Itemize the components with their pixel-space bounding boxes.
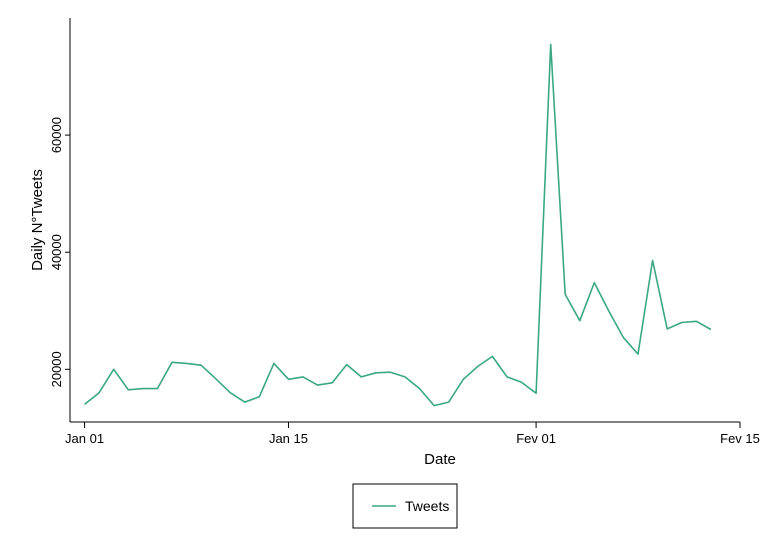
x-tick-label: Fev 01 <box>516 431 556 446</box>
x-tick-label: Fev 15 <box>720 431 760 446</box>
legend: Tweets <box>352 483 458 529</box>
x-tick-label: Jan 15 <box>269 431 308 446</box>
series-line <box>84 43 712 407</box>
legend-box <box>352 483 458 529</box>
y-axis-title: Daily N°Tweets <box>29 169 46 271</box>
y-axis: 20000 40000 60000 <box>49 18 71 422</box>
x-axis-title: Date <box>424 451 456 468</box>
series-tweets <box>84 43 712 407</box>
x-axis: Jan 01 Jan 15 Fev 01 Fev 15 <box>65 421 760 446</box>
x-tick-label: Jan 01 <box>65 431 104 446</box>
legend-label: Tweets <box>405 498 449 514</box>
y-tick-label: 40000 <box>49 234 64 270</box>
y-tick-label: 60000 <box>49 117 64 153</box>
y-tick-label: 20000 <box>49 351 64 387</box>
